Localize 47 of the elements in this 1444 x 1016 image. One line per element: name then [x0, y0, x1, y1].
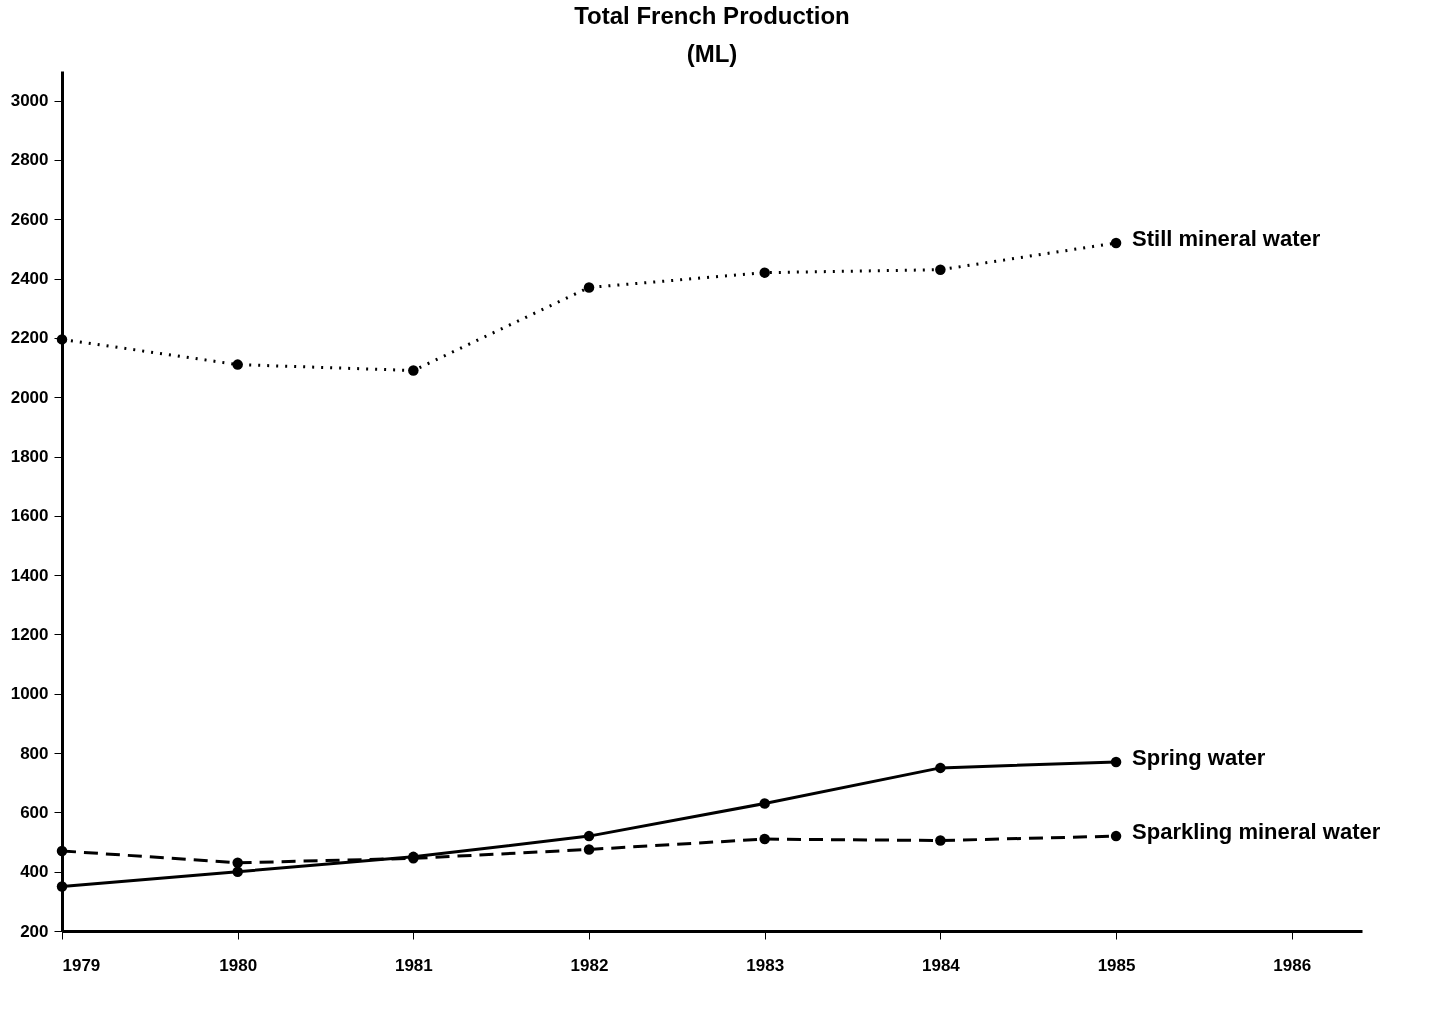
x-tick-label: 1983	[746, 955, 785, 975]
y-tick-label: 400	[20, 862, 49, 882]
y-tick-label: 600	[20, 802, 49, 822]
point	[935, 264, 946, 275]
series-label: Sparkling mineral water	[1132, 819, 1381, 845]
point	[759, 267, 770, 278]
point	[935, 835, 946, 846]
y-tick-label: 2000	[10, 387, 49, 407]
point	[1110, 830, 1122, 842]
point	[408, 365, 419, 376]
point	[1110, 756, 1122, 768]
point	[232, 857, 243, 869]
y-tick-label: 1600	[10, 506, 49, 526]
y-tick-label: 800	[20, 743, 49, 763]
point	[232, 866, 243, 877]
y-tick-label: 2600	[10, 209, 49, 229]
x-tick-label: 1979	[62, 955, 101, 975]
y-tick-label: 1800	[10, 447, 49, 467]
point	[1110, 237, 1122, 249]
series-label: Still mineral water	[1132, 226, 1321, 251]
series-label: Spring water	[1132, 744, 1266, 770]
y-tick-label: 2800	[10, 150, 49, 170]
chart-subtitle: (ML)	[686, 40, 738, 67]
point	[759, 798, 770, 809]
y-tick-label: 3000	[10, 91, 49, 111]
point	[56, 334, 68, 345]
point	[935, 762, 946, 774]
x-tick-label: 1984	[921, 955, 961, 975]
y-tick-label: 1000	[10, 684, 49, 704]
point	[56, 845, 68, 857]
point	[759, 833, 770, 845]
point	[583, 830, 595, 842]
y-tick-label: 1400	[10, 565, 49, 585]
x-tick-label: 1980	[219, 955, 258, 975]
y-tick-label: 2400	[10, 269, 49, 289]
point	[232, 359, 243, 370]
x-tick-label: 1981	[394, 955, 433, 975]
point	[583, 844, 595, 855]
point	[56, 881, 68, 892]
chart-title: Total French Production	[574, 2, 850, 29]
x-tick-label: 1986	[1273, 955, 1312, 975]
x-tick-label: 1982	[570, 955, 609, 975]
y-tick-label: 1200	[10, 624, 49, 644]
x-tick-label: 1985	[1097, 955, 1136, 975]
point	[583, 282, 595, 293]
y-tick-label: 200	[20, 921, 49, 941]
y-tick-label: 2200	[10, 328, 49, 348]
